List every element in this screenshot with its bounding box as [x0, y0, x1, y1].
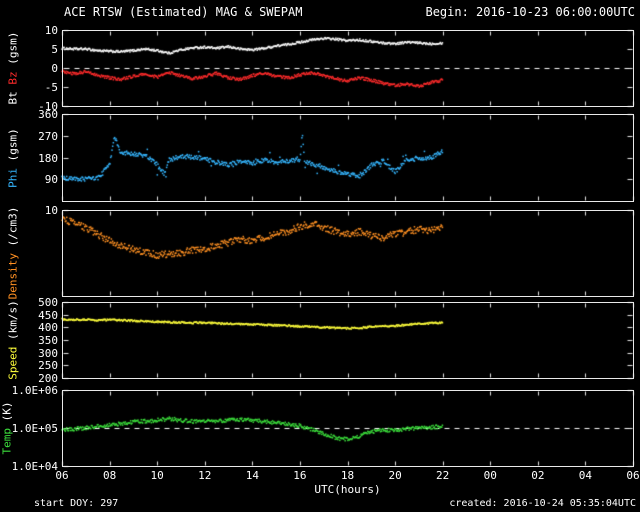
x-axis-label: UTC(hours) — [314, 483, 381, 496]
plot-header: ACE RTSW (Estimated) MAG & SWEPAM Begin:… — [0, 5, 640, 19]
footer-start-doy: start DOY: 297 — [34, 498, 119, 509]
footer-created-time: created: 2016-10-24 05:35:04UTC — [449, 498, 636, 509]
plot-title: ACE RTSW (Estimated) MAG & SWEPAM — [64, 5, 303, 19]
plot-begin-time: Begin: 2016-10-23 06:00:00UTC — [425, 5, 635, 19]
